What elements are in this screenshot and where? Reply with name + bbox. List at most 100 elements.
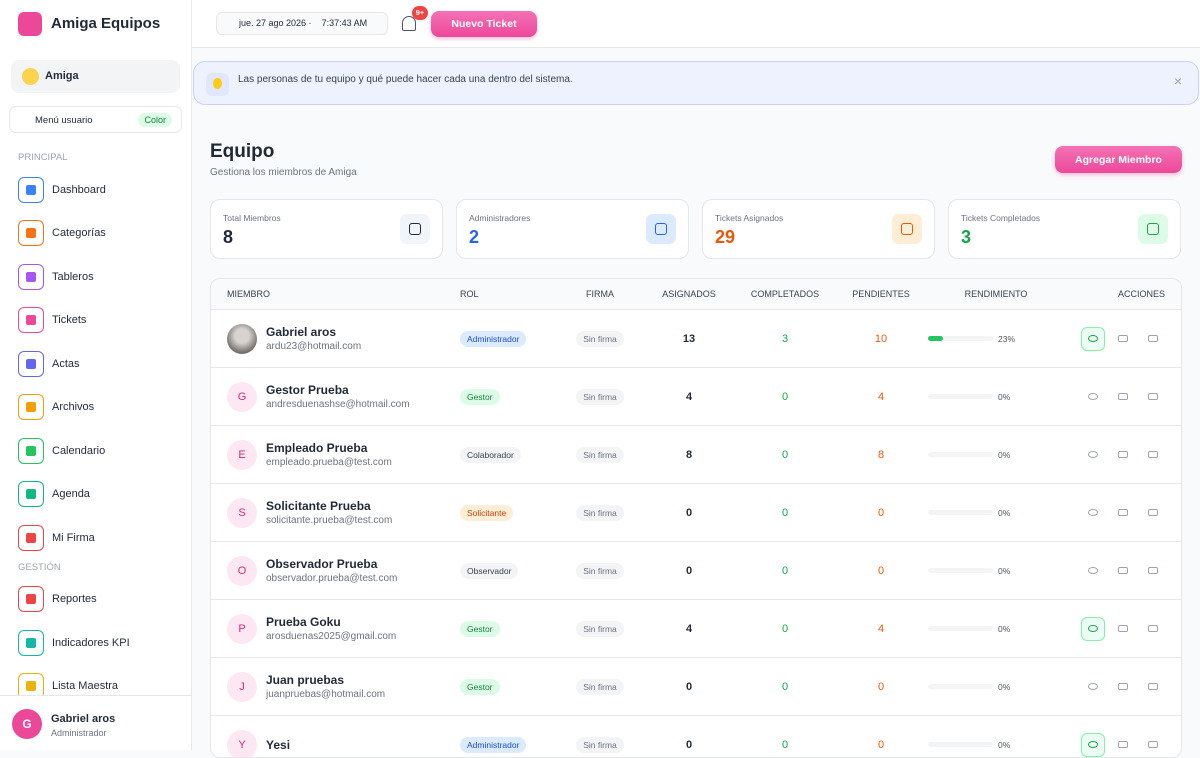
toggle-visibility[interactable] xyxy=(1081,501,1105,525)
edit-button[interactable] xyxy=(1111,385,1135,409)
edit-icon xyxy=(1118,509,1128,516)
nav-item[interactable]: Dashboard xyxy=(0,168,192,212)
member-email: ardu23@hotmail.com xyxy=(266,341,361,352)
member-name: Juan pruebas xyxy=(266,673,385,687)
eye-icon xyxy=(1088,567,1098,574)
nav-item[interactable]: Agenda xyxy=(0,473,192,517)
nav-label: Agenda xyxy=(52,488,90,500)
toggle-visibility[interactable] xyxy=(1081,733,1105,757)
nav-item[interactable]: Mi Firma xyxy=(0,516,192,560)
nav-icon-glyph xyxy=(26,594,36,604)
member-name: Observador Prueba xyxy=(266,557,397,571)
progress-fill xyxy=(928,336,943,341)
actions xyxy=(1071,385,1165,409)
nav-label: Tickets xyxy=(52,314,86,326)
new-ticket-button[interactable]: Nuevo Ticket xyxy=(431,11,537,37)
edit-button[interactable] xyxy=(1111,501,1135,525)
delete-button[interactable] xyxy=(1141,385,1165,409)
edit-button[interactable] xyxy=(1111,327,1135,351)
stat-value: 3 xyxy=(961,227,971,248)
signature-badge: Sin firma xyxy=(576,737,624,753)
toggle-visibility[interactable] xyxy=(1081,675,1105,699)
edit-button[interactable] xyxy=(1111,617,1135,641)
nav-item[interactable]: Tableros xyxy=(0,255,192,299)
delete-button[interactable] xyxy=(1141,443,1165,467)
banner-close[interactable]: × xyxy=(1174,73,1182,89)
assigned: 13 xyxy=(649,333,729,345)
delete-button[interactable] xyxy=(1141,559,1165,583)
nav-item[interactable]: Tickets xyxy=(0,299,192,343)
nav-item[interactable]: Reportes xyxy=(0,578,192,622)
eye-icon xyxy=(1088,509,1098,516)
nav-item[interactable]: Actas xyxy=(0,342,192,386)
delete-icon xyxy=(1148,451,1158,458)
pending: 10 xyxy=(841,333,921,345)
edit-button[interactable] xyxy=(1111,443,1135,467)
completed: 0 xyxy=(729,623,841,635)
performance: 0% xyxy=(921,566,1071,576)
eye-icon xyxy=(1088,683,1098,690)
stat-card: Tickets Completados 3 xyxy=(948,199,1181,259)
org-selector[interactable]: Amiga xyxy=(11,60,180,93)
nav-label: Archivos xyxy=(52,401,94,413)
delete-button[interactable] xyxy=(1141,733,1165,757)
performance-label: 0% xyxy=(998,566,1010,576)
completed: 3 xyxy=(729,333,841,345)
role-badge: Administrador xyxy=(460,737,526,753)
nav-item[interactable]: Calendario xyxy=(0,429,192,473)
toggle-visibility[interactable] xyxy=(1081,443,1105,467)
role-cell: Colaborador xyxy=(460,447,551,463)
edit-button[interactable] xyxy=(1111,733,1135,757)
member-avatar: O xyxy=(227,556,257,586)
nav-item[interactable]: Archivos xyxy=(0,386,192,430)
pending: 0 xyxy=(841,681,921,693)
eye-icon xyxy=(1088,741,1098,748)
stat-value: 2 xyxy=(469,227,479,248)
nav-item[interactable]: Categorías xyxy=(0,212,192,256)
progress-track xyxy=(928,336,993,341)
add-member-button[interactable]: Agregar Miembro xyxy=(1055,146,1182,173)
toggle-visibility[interactable] xyxy=(1081,559,1105,583)
column-header: RENDIMIENTO xyxy=(921,289,1071,299)
nav-label: Dashboard xyxy=(52,184,106,196)
org-avatar xyxy=(22,68,39,85)
performance: 0% xyxy=(921,508,1071,518)
nav-label: Indicadores KPI xyxy=(52,637,130,649)
toggle-visibility[interactable] xyxy=(1081,327,1105,351)
completed: 0 xyxy=(729,391,841,403)
signature-badge: Sin firma xyxy=(576,331,624,347)
info-banner: Las personas de tu equipo y qué puede ha… xyxy=(193,61,1199,105)
signature-cell: Sin firma xyxy=(551,563,649,579)
performance: 23% xyxy=(921,334,1071,344)
stat-label: Tickets Completados xyxy=(961,213,1040,223)
pending: 0 xyxy=(841,565,921,577)
delete-button[interactable] xyxy=(1141,327,1165,351)
edit-button[interactable] xyxy=(1111,675,1135,699)
role-cell: Gestor xyxy=(460,679,551,695)
toggle-visibility[interactable] xyxy=(1081,617,1105,641)
delete-button[interactable] xyxy=(1141,675,1165,699)
edit-icon xyxy=(1118,393,1128,400)
completed: 0 xyxy=(729,565,841,577)
delete-button[interactable] xyxy=(1141,501,1165,525)
progress-track xyxy=(928,394,993,399)
signature-badge: Sin firma xyxy=(576,505,624,521)
delete-button[interactable] xyxy=(1141,617,1165,641)
performance-label: 0% xyxy=(998,682,1010,692)
member-email: empleado.prueba@test.com xyxy=(266,457,392,468)
toggle-visibility[interactable] xyxy=(1081,385,1105,409)
stat-icon xyxy=(892,214,922,244)
topbar: jue. 27 ago 2026 ·7:37:43 AM 9+ Nuevo Ti… xyxy=(192,0,1200,48)
assigned: 0 xyxy=(649,681,729,693)
signature-cell: Sin firma xyxy=(551,389,649,405)
nav-item[interactable]: Indicadores KPI xyxy=(0,621,192,665)
nav-icon-glyph xyxy=(26,228,36,238)
edit-button[interactable] xyxy=(1111,559,1135,583)
stat-icon xyxy=(400,214,430,244)
delete-icon xyxy=(1148,509,1158,516)
